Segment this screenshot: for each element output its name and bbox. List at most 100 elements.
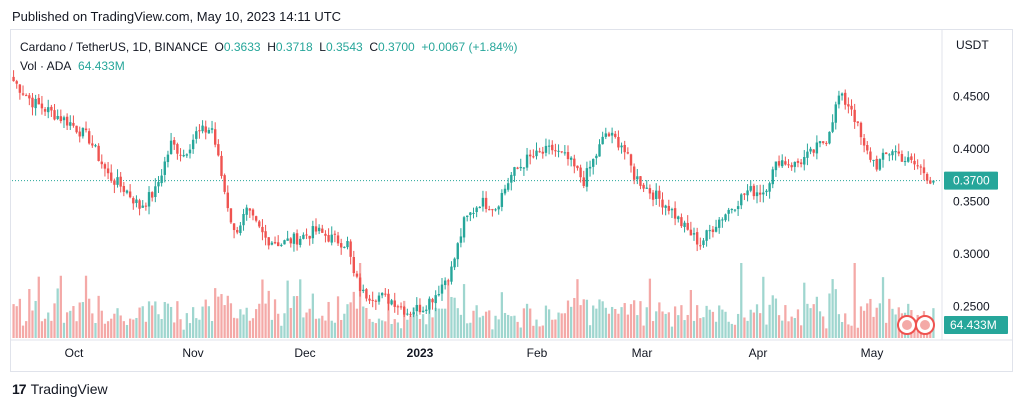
- candle-body: [929, 180, 932, 184]
- candle-body: [431, 299, 434, 303]
- candle-body: [862, 138, 866, 146]
- candle-body: [434, 295, 437, 304]
- candle-body: [532, 156, 535, 158]
- volume-bar: [431, 317, 434, 338]
- volume-bar: [390, 323, 393, 338]
- candle-body: [891, 151, 894, 156]
- candle-body: [859, 122, 863, 138]
- candle-body: [547, 145, 551, 147]
- candle-body: [299, 238, 302, 245]
- candle-body: [752, 185, 756, 197]
- candle-body: [147, 192, 151, 207]
- volume-bar: [705, 305, 708, 338]
- volume-bar: [642, 325, 645, 338]
- volume-bar: [122, 321, 125, 338]
- volume-bar: [699, 318, 702, 338]
- volume-bar: [220, 294, 223, 338]
- volume-legend[interactable]: Vol · ADA 64.433M: [20, 59, 125, 73]
- volume-bar: [21, 325, 25, 338]
- volume-bar: [40, 321, 44, 338]
- candle-body: [743, 193, 746, 195]
- candle-body: [919, 166, 923, 168]
- candle-body: [305, 234, 308, 236]
- candle-body: [847, 104, 850, 107]
- candle-body: [925, 173, 929, 181]
- volume-bar: [374, 323, 377, 338]
- candle-body: [809, 148, 812, 152]
- volume-bar: [664, 313, 667, 338]
- volume-bar: [510, 316, 513, 338]
- volume-bar: [69, 310, 72, 338]
- volume-bar: [529, 308, 532, 338]
- volume-bar: [100, 310, 103, 338]
- volume-bar: [796, 309, 800, 338]
- candle-body: [346, 240, 349, 248]
- volume-bar: [308, 308, 311, 338]
- volume-bar: [289, 307, 292, 338]
- candle-body: [623, 144, 626, 153]
- volume-bar: [242, 314, 245, 338]
- candle-body: [232, 223, 236, 231]
- chart-legend-symbol[interactable]: Cardano / TetherUS, 1D, BINANCE O0.3633 …: [20, 40, 517, 54]
- volume-bar: [762, 276, 765, 338]
- candle-body: [81, 127, 85, 137]
- y-tick-label: 0.4000: [953, 142, 990, 156]
- volume-bar: [557, 312, 560, 338]
- volume-bar: [781, 320, 784, 338]
- candle-body: [544, 145, 548, 153]
- brand-name: TradingView: [30, 381, 108, 397]
- volume-bar: [415, 314, 418, 338]
- candle-body: [236, 229, 239, 233]
- candle-body: [850, 105, 853, 110]
- candle-body: [513, 167, 516, 176]
- volume-bar: [75, 321, 78, 338]
- candle-body: [519, 166, 522, 169]
- candle-body: [500, 193, 504, 207]
- candle-body: [834, 104, 837, 123]
- volume-bar: [273, 299, 277, 338]
- volume-bar: [507, 314, 510, 338]
- candle-body: [494, 209, 497, 211]
- volume-bar: [128, 318, 132, 338]
- candle-body: [173, 140, 176, 145]
- candle-body: [840, 93, 844, 96]
- candle-body: [746, 190, 749, 196]
- candle-body: [248, 208, 252, 211]
- candle-body: [251, 209, 255, 216]
- volume-bar: [866, 303, 869, 338]
- volume-label: Vol · ADA: [20, 59, 72, 73]
- volume-bar: [822, 316, 825, 338]
- candle-body: [853, 109, 856, 122]
- candle-body: [765, 190, 768, 193]
- x-tick-label: Mar: [632, 346, 653, 360]
- candle-body: [582, 177, 585, 186]
- candle-body: [47, 107, 50, 113]
- candle-body: [579, 167, 582, 178]
- volume-bar: [881, 277, 885, 338]
- candle-body: [777, 161, 781, 166]
- candle-body: [358, 277, 362, 292]
- volume-bar: [280, 325, 283, 338]
- x-tick-label: Oct: [65, 346, 84, 360]
- candle-body: [601, 136, 604, 145]
- volume-bar: [727, 321, 730, 338]
- volume-bar: [513, 315, 516, 338]
- volume-bar: [541, 325, 544, 338]
- volume-bar: [787, 321, 790, 338]
- candle-body: [113, 180, 116, 185]
- volume-bar: [31, 310, 34, 338]
- candle-body: [551, 144, 554, 151]
- candle-body: [321, 228, 324, 233]
- volume-bar: [459, 314, 463, 338]
- candle-body: [711, 229, 715, 233]
- high-value: 0.3718: [275, 40, 313, 54]
- volume-bar: [179, 319, 182, 338]
- candle-body: [15, 81, 18, 84]
- candle-body: [210, 128, 214, 130]
- candle-body: [771, 169, 774, 185]
- volume-bar: [412, 307, 415, 338]
- volume-bar: [163, 302, 166, 338]
- tradingview-logo[interactable]: 17 TradingView: [12, 381, 108, 397]
- candle-body: [343, 246, 346, 248]
